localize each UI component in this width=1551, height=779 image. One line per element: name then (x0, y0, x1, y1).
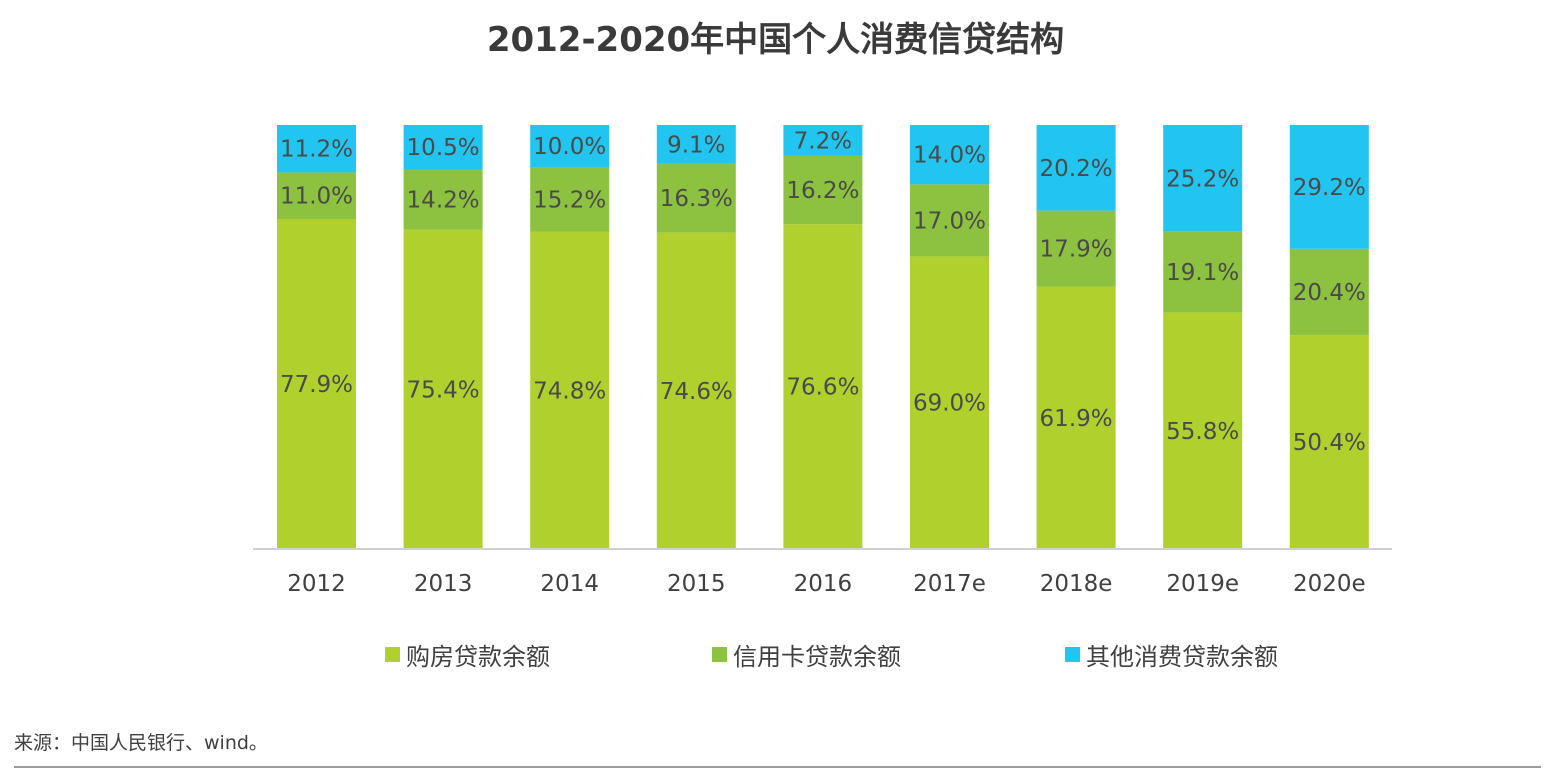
legend-label-credit-card: 信用卡贷款余额 (733, 643, 901, 671)
data-label-housing-2014: 74.8% (533, 378, 606, 404)
bar-credit-card-2013 (403, 169, 483, 230)
x-tick-label-2012: 2012 (287, 571, 346, 597)
data-label-other-2015: 9.1% (667, 132, 725, 158)
bar-other-2013 (403, 125, 483, 170)
bar-housing-2017e (910, 256, 989, 549)
x-tick-label-2015: 2015 (667, 571, 726, 597)
x-tick-label-2013: 2013 (414, 571, 473, 597)
x-tick-label-2018e: 2018e (1040, 571, 1113, 597)
data-label-other-2019e: 25.2% (1166, 166, 1239, 192)
x-tick-label-2017e: 2017e (913, 571, 986, 597)
data-label-housing-2013: 75.4% (407, 377, 480, 403)
data-label-housing-2019e: 55.8% (1166, 419, 1239, 445)
data-label-other-2017e: 14.0% (913, 143, 986, 169)
source-note: 来源：中国人民银行、wind。 (14, 732, 268, 754)
bar-other-2014 (530, 125, 610, 168)
footer-divider (14, 766, 1541, 768)
x-tick-label-2014: 2014 (540, 571, 599, 597)
bar-housing-2012 (277, 219, 356, 549)
data-label-credit-card-2015: 16.3% (660, 186, 733, 212)
bar-other-2012 (277, 125, 356, 173)
bar-housing-2014 (530, 231, 610, 549)
data-label-credit-card-2016: 16.2% (786, 178, 859, 204)
data-label-housing-2017e: 69.0% (913, 391, 986, 417)
bar-other-2020e (1289, 125, 1369, 249)
legend-swatch-other (1065, 647, 1080, 662)
bar-credit-card-2018e (1036, 210, 1116, 287)
bar-credit-card-2017e (910, 184, 989, 257)
x-tick-label-2020e: 2020e (1293, 571, 1366, 597)
bar-other-2019e (1163, 125, 1243, 232)
bar-housing-2013 (403, 229, 483, 549)
bar-housing-2018e (1036, 286, 1116, 549)
x-tick-label-2016: 2016 (794, 571, 853, 597)
chart-title: 2012-2020年中国个人消费信贷结构 (486, 20, 1065, 60)
data-label-other-2020e: 29.2% (1293, 175, 1366, 201)
data-label-housing-2012: 77.9% (280, 372, 353, 398)
legend-label-other: 其他消费贷款余额 (1086, 643, 1278, 671)
x-tick-label-2019e: 2019e (1166, 571, 1239, 597)
legend-item-housing: 购房贷款余额 (385, 637, 550, 672)
bar-credit-card-2020e (1289, 248, 1369, 336)
data-label-credit-card-2018e: 17.9% (1040, 237, 1113, 263)
bar-other-2015 (656, 125, 736, 164)
bar-housing-2019e (1163, 312, 1243, 549)
legend-label-housing: 购房贷款余额 (406, 643, 550, 671)
data-label-credit-card-2017e: 17.0% (913, 208, 986, 234)
legend-item-other: 其他消费贷款余额 (1065, 637, 1278, 672)
legend: 购房贷款余额 信用卡贷款余额 其他消费贷款余额 (0, 637, 1551, 673)
bar-credit-card-2019e (1163, 231, 1243, 313)
data-label-other-2012: 11.2% (280, 137, 353, 163)
data-label-housing-2018e: 61.9% (1040, 406, 1113, 432)
data-label-credit-card-2014: 15.2% (533, 188, 606, 214)
data-label-other-2016: 7.2% (794, 128, 852, 154)
legend-item-credit-card: 信用卡贷款余额 (712, 637, 901, 672)
legend-swatch-credit-card (712, 647, 727, 662)
bar-housing-2015 (656, 232, 736, 550)
data-label-credit-card-2012: 11.0% (280, 184, 353, 210)
data-label-credit-card-2013: 14.2% (407, 188, 480, 214)
bar-housing-2020e (1289, 335, 1369, 549)
data-label-housing-2020e: 50.4% (1293, 430, 1366, 456)
data-label-housing-2016: 76.6% (786, 375, 859, 401)
bar-other-2018e (1036, 125, 1116, 211)
bar-credit-card-2014 (530, 167, 610, 232)
data-label-other-2013: 10.5% (407, 135, 480, 161)
bar-other-2016 (783, 125, 863, 156)
data-label-other-2018e: 20.2% (1040, 156, 1113, 182)
bar-housing-2016 (783, 224, 863, 549)
data-label-housing-2015: 74.6% (660, 379, 733, 405)
data-label-credit-card-2020e: 20.4% (1293, 280, 1366, 306)
data-label-other-2014: 10.0% (533, 134, 606, 160)
data-label-credit-card-2019e: 19.1% (1166, 260, 1239, 286)
bar-other-2017e (910, 125, 989, 185)
bar-credit-card-2012 (277, 172, 356, 220)
bar-credit-card-2015 (656, 163, 736, 233)
bar-credit-card-2016 (783, 155, 863, 225)
legend-swatch-housing (385, 647, 400, 662)
